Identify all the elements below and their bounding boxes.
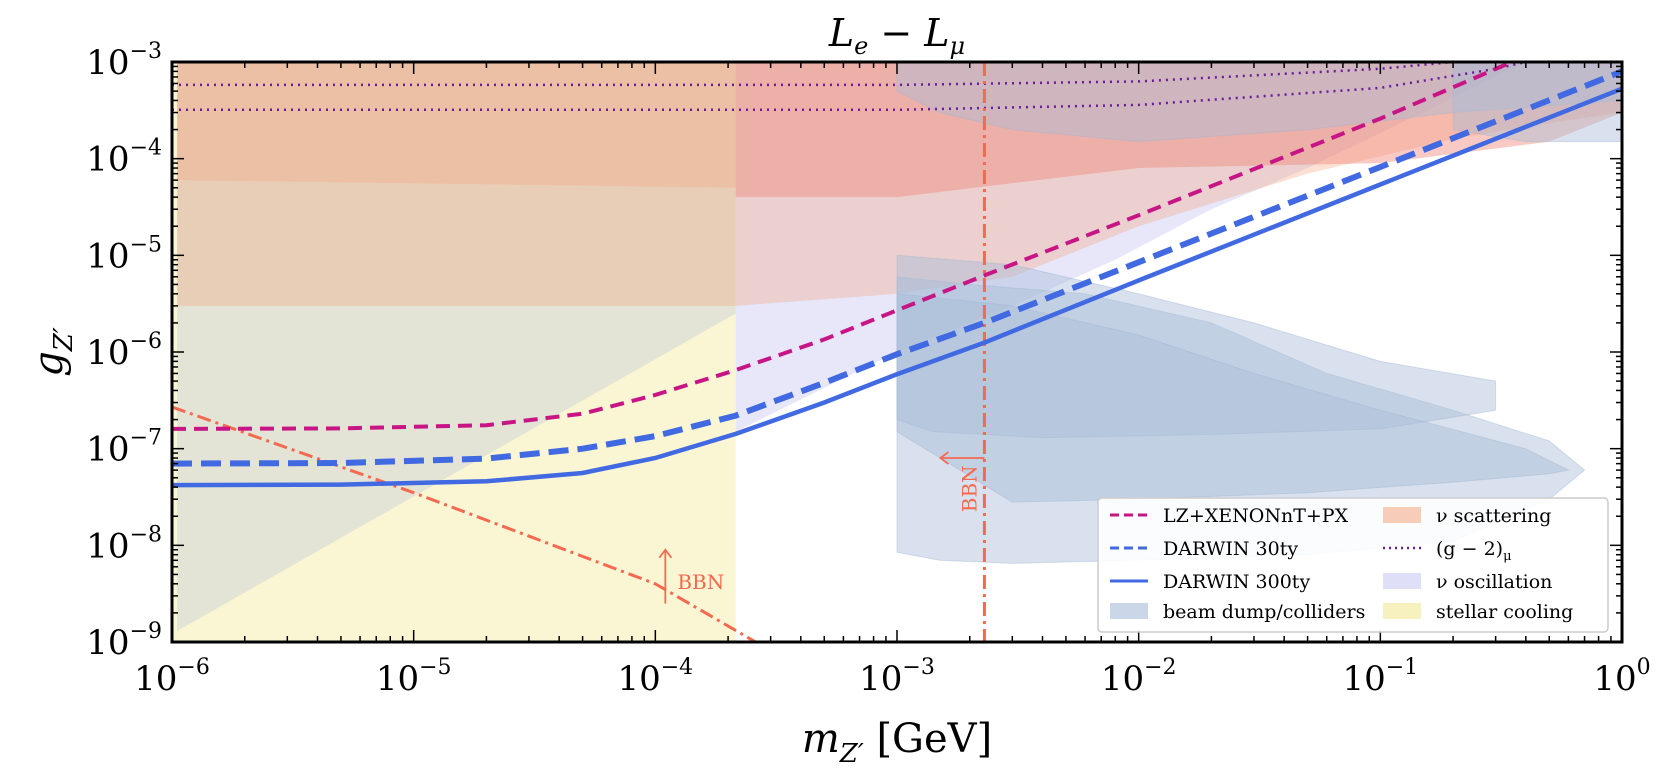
- region-nu-scattering-mid: [177, 62, 736, 188]
- x-tick-label: 10−4: [617, 655, 693, 699]
- region-beam-dump-1: [896, 276, 1586, 564]
- legend-g2-label: (g − 2)μ: [1436, 538, 1512, 564]
- region-nu-scattering-outer: [177, 62, 1622, 306]
- legend-nu-scattering-label: ν scattering: [1436, 505, 1551, 527]
- legend-beam-label: beam dump/colliders: [1163, 601, 1365, 623]
- legend-darwin300-label: DARWIN 300ty: [1163, 571, 1310, 593]
- y-tick-label: 10−4: [86, 136, 162, 180]
- legend-stellar-swatch: [1383, 603, 1421, 619]
- legend-stellar-label: stellar cooling: [1436, 601, 1573, 623]
- curve-darwin-30ty: [172, 68, 1622, 467]
- y-tick-label: 10−8: [86, 522, 162, 566]
- y-tick-label: 10−5: [86, 232, 162, 276]
- axis-ticks: [171, 61, 1623, 643]
- legend: LZ+XENONnT+PX DARWIN 30ty DARWIN 300ty b…: [1097, 497, 1609, 633]
- legend-nu-scattering-swatch: [1383, 507, 1421, 523]
- x-axis-label: mZ′ [GeV]: [802, 716, 992, 769]
- legend-nu-oscillation-swatch: [1383, 573, 1421, 589]
- y-tick-label: 10−6: [86, 329, 162, 373]
- x-tick-label: 100: [1593, 655, 1650, 699]
- y-axis-label: gZ′: [26, 327, 79, 377]
- region-nu-oscillation: [735, 62, 1526, 432]
- bbn-label-diagonal: BBN: [677, 570, 724, 594]
- tick-labels: 10−6 10−5 10−4 10−3 10−2 10−1 100 10−9 10−8 10−7 1…: [86, 39, 1650, 699]
- x-tick-label: 10−3: [859, 655, 935, 699]
- legend-nu-oscillation-label: ν oscillation: [1436, 571, 1552, 593]
- x-tick-label: 10−6: [134, 655, 210, 699]
- curve-darwin-300ty: [172, 86, 1622, 488]
- region-beam-dump-4: [896, 62, 1622, 143]
- chart-title: Le − Lμ: [828, 11, 965, 60]
- y-tick-label: 10−3: [86, 39, 162, 83]
- region-stellar-overlap: [177, 62, 736, 631]
- region-nu-scattering-inner: [735, 62, 1622, 198]
- legend-lz-label: LZ+XENONnT+PX: [1163, 505, 1349, 527]
- legend-darwin30-label: DARWIN 30ty: [1163, 538, 1298, 560]
- legend-beam-swatch: [1110, 603, 1148, 619]
- bbn-arrow-left-head: [938, 451, 949, 465]
- x-tick-label: 10−1: [1342, 655, 1418, 699]
- curve-bbn-diagonal: [172, 405, 757, 642]
- curve-lz-xenonnt-px: [172, 62, 1513, 431]
- sensitivity-curves: [172, 62, 1622, 642]
- bbn-label-vertical: BBN: [957, 465, 981, 512]
- curve-g-minus-2-upper: [172, 62, 1454, 87]
- bbn-annotations: BBN BBN: [658, 451, 985, 604]
- region-stellar-cooling: [172, 62, 736, 642]
- bbn-arrow-up-head: [658, 548, 673, 559]
- x-tick-label: 10−5: [376, 655, 452, 699]
- y-tick-label: 10−9: [86, 619, 162, 663]
- x-tick-label: 10−2: [1101, 655, 1177, 699]
- legend-box: [1097, 497, 1609, 633]
- y-tick-label: 10−7: [86, 426, 162, 470]
